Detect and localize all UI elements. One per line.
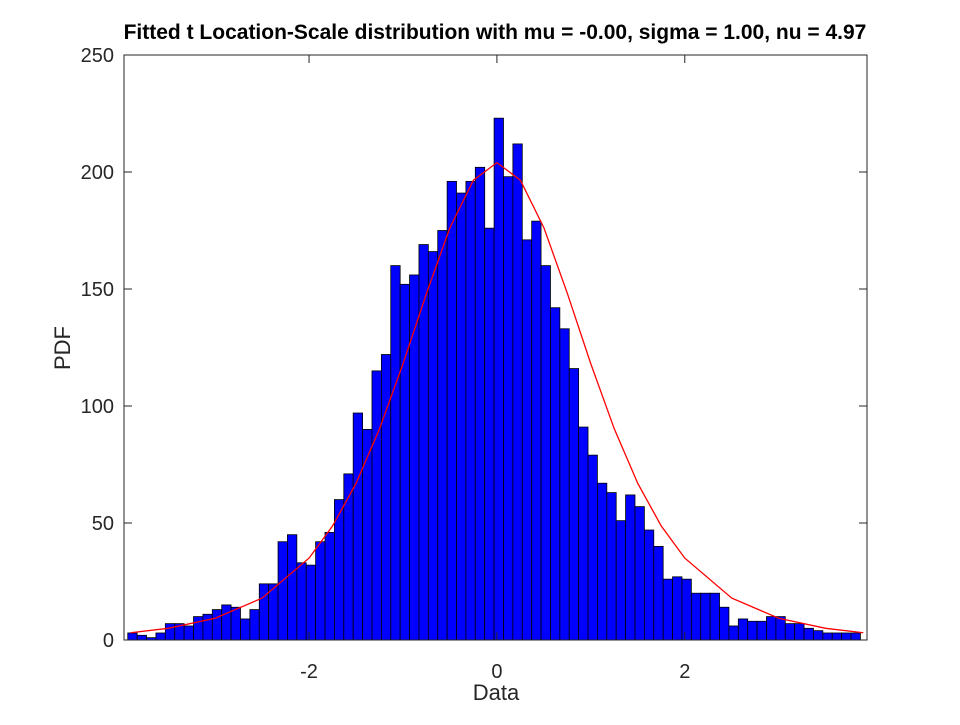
y-axis-label: PDF bbox=[50, 326, 75, 370]
bar bbox=[813, 630, 824, 641]
bar bbox=[709, 592, 720, 641]
bar bbox=[371, 370, 382, 641]
bar bbox=[568, 368, 580, 641]
chart-title: Fitted t Location-Scale distribution wit… bbox=[124, 21, 867, 44]
bar bbox=[277, 541, 288, 641]
bar bbox=[803, 627, 814, 641]
bar bbox=[437, 230, 448, 641]
bar bbox=[427, 251, 439, 641]
bar bbox=[390, 265, 401, 641]
bar bbox=[221, 604, 232, 641]
bar bbox=[841, 632, 852, 641]
bar bbox=[747, 620, 758, 641]
bar bbox=[324, 531, 335, 641]
bar bbox=[550, 307, 561, 641]
bar bbox=[484, 227, 495, 641]
bar bbox=[456, 192, 467, 641]
bar bbox=[183, 625, 194, 641]
bar bbox=[193, 616, 204, 641]
bar bbox=[700, 592, 711, 641]
y-tick-label: 0 bbox=[103, 630, 114, 652]
bar bbox=[775, 616, 786, 641]
bar bbox=[634, 506, 645, 641]
bar bbox=[784, 623, 796, 641]
bar bbox=[380, 354, 392, 641]
bar bbox=[155, 632, 166, 641]
bar bbox=[446, 180, 457, 641]
y-tick-label: 200 bbox=[81, 162, 114, 184]
bar bbox=[653, 546, 664, 641]
bar bbox=[756, 620, 767, 641]
bar bbox=[362, 428, 373, 641]
bar bbox=[606, 492, 617, 641]
bar bbox=[615, 520, 626, 641]
bar bbox=[296, 562, 307, 641]
bar bbox=[690, 592, 702, 641]
bar bbox=[399, 283, 410, 641]
bar bbox=[465, 180, 476, 641]
bar bbox=[766, 616, 777, 641]
bar bbox=[493, 117, 504, 641]
bar bbox=[136, 634, 147, 641]
bar bbox=[831, 632, 843, 641]
bar bbox=[305, 564, 317, 641]
bar bbox=[512, 143, 523, 641]
bar bbox=[521, 239, 533, 641]
x-axis-label: Data bbox=[473, 680, 520, 705]
bar bbox=[240, 618, 251, 641]
bar bbox=[625, 494, 636, 641]
plot-frame bbox=[123, 54, 868, 641]
bar bbox=[315, 541, 326, 641]
bar bbox=[352, 412, 363, 641]
bar bbox=[850, 632, 861, 641]
bar bbox=[202, 613, 213, 641]
bar bbox=[643, 529, 655, 641]
fit-curve bbox=[130, 161, 864, 634]
bar bbox=[737, 618, 749, 641]
y-tick-label: 100 bbox=[81, 396, 114, 418]
bar bbox=[531, 220, 542, 641]
bar bbox=[559, 328, 570, 641]
bar bbox=[258, 583, 270, 641]
bar bbox=[287, 534, 298, 641]
bar bbox=[822, 632, 833, 641]
bar bbox=[662, 578, 673, 641]
bar bbox=[587, 454, 598, 641]
bar bbox=[343, 473, 354, 641]
bar bbox=[597, 482, 608, 641]
bar bbox=[578, 426, 589, 641]
y-tick-label: 150 bbox=[81, 279, 114, 301]
bar bbox=[719, 606, 730, 641]
bar bbox=[672, 576, 683, 641]
bar bbox=[728, 625, 739, 641]
bar bbox=[268, 583, 279, 641]
bar bbox=[540, 265, 551, 641]
bar bbox=[164, 623, 176, 641]
bar bbox=[230, 606, 241, 641]
bar bbox=[681, 578, 692, 641]
y-tick-label: 50 bbox=[92, 513, 114, 535]
bar bbox=[211, 609, 223, 641]
x-tick-label: 2 bbox=[679, 661, 690, 683]
bar bbox=[127, 632, 138, 641]
x-tick-label: 0 bbox=[491, 661, 502, 683]
y-tick-label: 250 bbox=[81, 45, 114, 67]
bar bbox=[503, 176, 514, 641]
bar bbox=[474, 166, 486, 641]
bar bbox=[794, 623, 805, 641]
x-tick-label: -2 bbox=[300, 661, 318, 683]
bar bbox=[249, 609, 260, 641]
